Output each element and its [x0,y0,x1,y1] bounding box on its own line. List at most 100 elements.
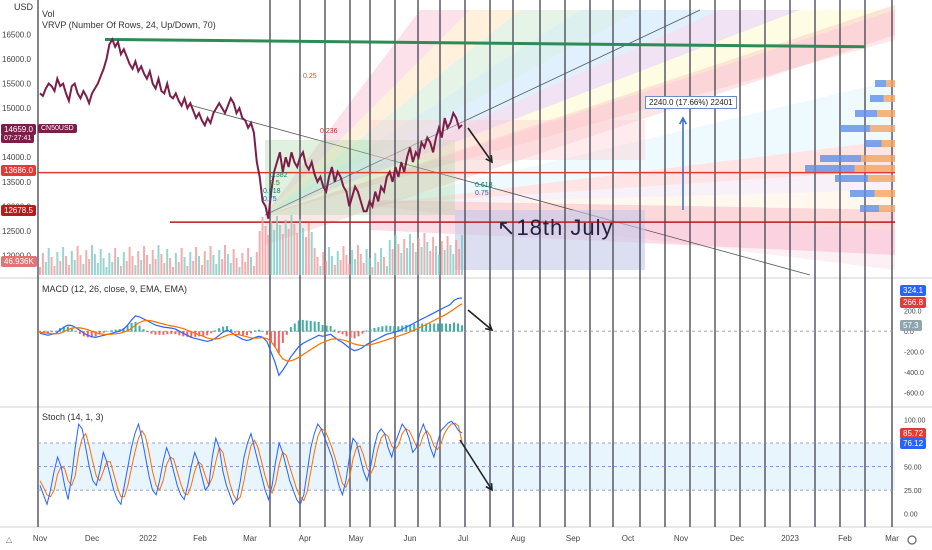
macd-histogram-bar [214,330,217,332]
volume-bar [345,255,348,275]
macd-histogram-bar [433,323,436,332]
volume-bar [354,259,357,275]
arrow-left-icon: ↖ [497,215,517,240]
volume-bar [284,220,287,275]
vrvp-indicator-title[interactable]: VRVP (Number Of Rows, 24, Up/Down, 70) [42,20,216,30]
price-axis-tick: 15000.0 [2,104,31,113]
volume-bar [371,267,374,275]
volume-bar [276,216,279,275]
macd-histogram-bar [357,331,360,337]
macd-histogram-bar [409,324,412,332]
volume-bar [359,254,362,275]
volume-bar [304,237,307,275]
last-price-tag: 14659.0 [1,124,36,135]
volume-bar [319,266,322,275]
volume-bar [223,245,226,275]
stoch-k-tag: 85.72 [900,428,927,439]
time-axis-tick: Sep [566,534,581,543]
volume-bar [232,249,235,275]
volume-bar [151,250,154,275]
macd-histogram-bar [313,321,316,332]
volume-bar [325,261,328,275]
volume-bar [163,263,166,275]
macd-histogram-bar [106,331,109,332]
volume-bar [449,245,452,275]
macd-histogram-bar [198,331,201,337]
volume-bar [53,266,56,275]
volume-profile-bar [840,125,871,132]
volume-bar [394,235,397,275]
volume-bar [76,246,79,275]
time-axis-tick: Dec [730,534,744,543]
macd-histogram-bar [78,331,81,334]
macd-histogram-bar [273,331,276,348]
volume-bar [400,253,403,275]
macd-histogram-bar [218,328,221,332]
volume-bar [241,253,244,275]
volume-bar [316,257,319,275]
volume-bar [377,262,380,275]
volume-bar [145,255,148,275]
macd-histogram-bar [381,326,384,332]
volume-bar [348,264,351,275]
volume-indicator-title[interactable]: Vol [42,9,55,19]
signal-value-tag: 266.8 [900,297,927,308]
volume-bar [270,221,273,275]
volume-bar [385,266,388,275]
volume-bar [166,249,169,275]
macd-histogram-bar [90,331,93,338]
macd-histogram-bar [349,331,352,338]
fib-label: 0.618 [475,182,493,189]
volume-bar [105,267,108,275]
macd-histogram-bar [102,331,105,333]
volume-bar [420,247,423,275]
volume-bar [235,258,238,275]
macd-histogram-bar [385,325,388,332]
volume-bar [281,234,284,275]
time-axis-tick: Jul [458,534,468,543]
time-axis-tick: Mar [885,534,899,543]
volume-bar [70,251,73,275]
volume-bar [157,245,160,275]
volume-bar [322,252,325,275]
macd-histogram-bar [341,331,344,335]
volume-bar [218,250,221,275]
date-annotation[interactable]: ↖18th July [497,215,614,241]
stoch-indicator-title[interactable]: Stoch (14, 1, 3) [42,412,104,422]
macd-histogram-bar [62,326,65,332]
macd-histogram-bar [265,331,268,335]
settings-gear-icon[interactable] [907,535,917,545]
volume-bar [362,263,365,275]
price-range-measure[interactable]: 2240.0 (17.66%) 22401 [645,96,737,109]
volume-bar [79,255,82,275]
macd-histogram-bar [413,324,416,332]
macd-histogram-bar [186,331,189,337]
time-axis-tick: Dec [85,534,99,543]
macd-histogram-bar [86,331,89,338]
time-axis-tick: Nov [674,534,688,543]
volume-bar [417,238,420,275]
macd-histogram-bar [397,326,400,332]
volume-bar [382,257,385,275]
trend-channel [265,5,895,245]
volume-bar [296,233,299,275]
volume-profile-bar [850,190,875,197]
macd-histogram-bar [337,331,340,333]
volume-bar [73,260,76,275]
volume-bar [137,251,140,275]
macd-histogram-bar [277,331,280,354]
volume-bar [330,256,333,275]
macd-histogram-bar [345,331,348,337]
stoch-axis-tick: 100.00 [904,417,926,424]
time-axis-tick: Mar [243,534,257,543]
symbol-tag: CN50USD [38,124,77,133]
time-axis-tick: Jun [404,534,417,543]
volume-bar [148,264,151,275]
macd-histogram-bar [261,330,264,332]
fib-fan-band [265,10,895,215]
macd-indicator-title[interactable]: MACD (12, 26, close, 9, EMA, EMA) [42,284,188,294]
macd-histogram-bar [317,321,320,332]
macd-histogram-bar [361,331,364,334]
volume-bar [336,251,339,275]
